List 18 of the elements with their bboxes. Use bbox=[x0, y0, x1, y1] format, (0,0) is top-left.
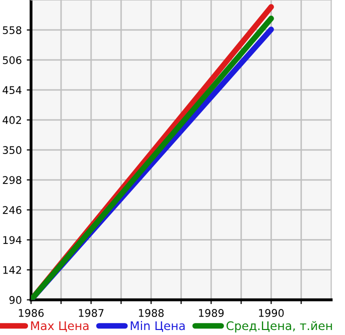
legend-label: Min Цена bbox=[130, 321, 185, 332]
y-tick-label: 454 bbox=[2, 86, 22, 94]
y-tick-label: 246 bbox=[2, 206, 22, 214]
x-tick-label: 1990 bbox=[259, 309, 284, 317]
y-tick-label: 402 bbox=[2, 116, 21, 124]
y-tick-label: 194 bbox=[3, 236, 22, 244]
x-tick-label: 1986 bbox=[18, 309, 44, 317]
y-tick-label: 298 bbox=[2, 176, 22, 184]
y-tick-label: 142 bbox=[3, 266, 21, 274]
y-tick-label: 506 bbox=[2, 56, 22, 64]
legend-label: Сред.Цена, т.йен bbox=[226, 321, 332, 332]
y-tick-label: 90 bbox=[9, 296, 22, 304]
y-tick-label: 350 bbox=[2, 146, 22, 154]
x-tick-label: 1987 bbox=[78, 309, 104, 317]
y-tick-label: 558 bbox=[2, 26, 22, 34]
x-tick-label: 1988 bbox=[139, 309, 164, 317]
legend-label: Max Цена bbox=[31, 321, 88, 332]
x-tick-label: 1989 bbox=[199, 309, 224, 317]
